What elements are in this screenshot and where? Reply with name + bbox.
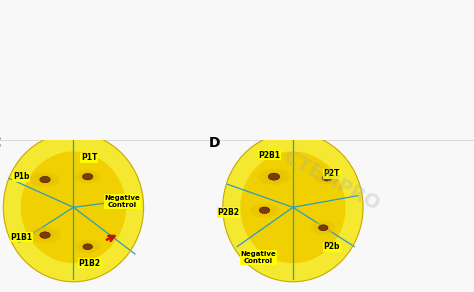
Text: Negative
Control: Negative Control <box>104 195 140 208</box>
Ellipse shape <box>35 230 55 240</box>
Ellipse shape <box>40 176 50 183</box>
Ellipse shape <box>319 225 328 231</box>
Ellipse shape <box>238 3 347 131</box>
Ellipse shape <box>18 9 94 96</box>
Bar <box>0 140 474 292</box>
Ellipse shape <box>29 227 61 243</box>
Ellipse shape <box>264 171 284 182</box>
Ellipse shape <box>3 133 144 282</box>
Ellipse shape <box>311 221 336 234</box>
Ellipse shape <box>223 133 363 282</box>
Ellipse shape <box>83 244 92 250</box>
Text: C: C <box>0 136 1 150</box>
Ellipse shape <box>265 35 320 99</box>
Text: P2B1: P2B1 <box>258 151 280 160</box>
Ellipse shape <box>21 152 126 263</box>
Ellipse shape <box>39 232 51 238</box>
Text: Negative
Control: Negative Control <box>240 251 276 264</box>
Ellipse shape <box>82 173 93 180</box>
Ellipse shape <box>322 175 332 181</box>
Ellipse shape <box>35 175 55 185</box>
Ellipse shape <box>319 225 328 230</box>
Ellipse shape <box>79 172 96 181</box>
Bar <box>0 0 112 140</box>
Text: P2B2: P2B2 <box>218 208 239 217</box>
Ellipse shape <box>258 170 328 245</box>
Bar <box>0 140 474 292</box>
Ellipse shape <box>252 19 334 115</box>
Ellipse shape <box>40 232 50 238</box>
Ellipse shape <box>315 172 339 185</box>
Ellipse shape <box>250 203 279 218</box>
Text: P1B1: P1B1 <box>10 233 32 241</box>
Text: P2T: P2T <box>324 169 340 178</box>
Ellipse shape <box>40 177 50 182</box>
Ellipse shape <box>83 174 92 179</box>
Ellipse shape <box>74 170 101 183</box>
Text: D: D <box>209 136 220 150</box>
Ellipse shape <box>319 174 335 182</box>
Ellipse shape <box>260 208 269 213</box>
Ellipse shape <box>79 242 96 251</box>
Text: P1B2: P1B2 <box>78 259 100 268</box>
Ellipse shape <box>268 173 280 180</box>
Text: P2b: P2b <box>324 242 340 251</box>
Text: P1b: P1b <box>13 172 29 181</box>
Text: P1T: P1T <box>81 153 97 162</box>
Ellipse shape <box>83 244 92 249</box>
Bar <box>234 0 352 140</box>
Ellipse shape <box>30 23 82 82</box>
Text: CTEMPRO: CTEMPRO <box>281 148 383 214</box>
Ellipse shape <box>315 224 331 232</box>
Ellipse shape <box>5 0 107 111</box>
Ellipse shape <box>323 176 331 180</box>
Ellipse shape <box>240 152 346 263</box>
Ellipse shape <box>74 240 101 253</box>
Ellipse shape <box>258 168 290 185</box>
Ellipse shape <box>259 207 270 213</box>
Ellipse shape <box>30 172 60 187</box>
Ellipse shape <box>255 206 274 215</box>
Ellipse shape <box>38 170 109 245</box>
Ellipse shape <box>268 174 280 180</box>
